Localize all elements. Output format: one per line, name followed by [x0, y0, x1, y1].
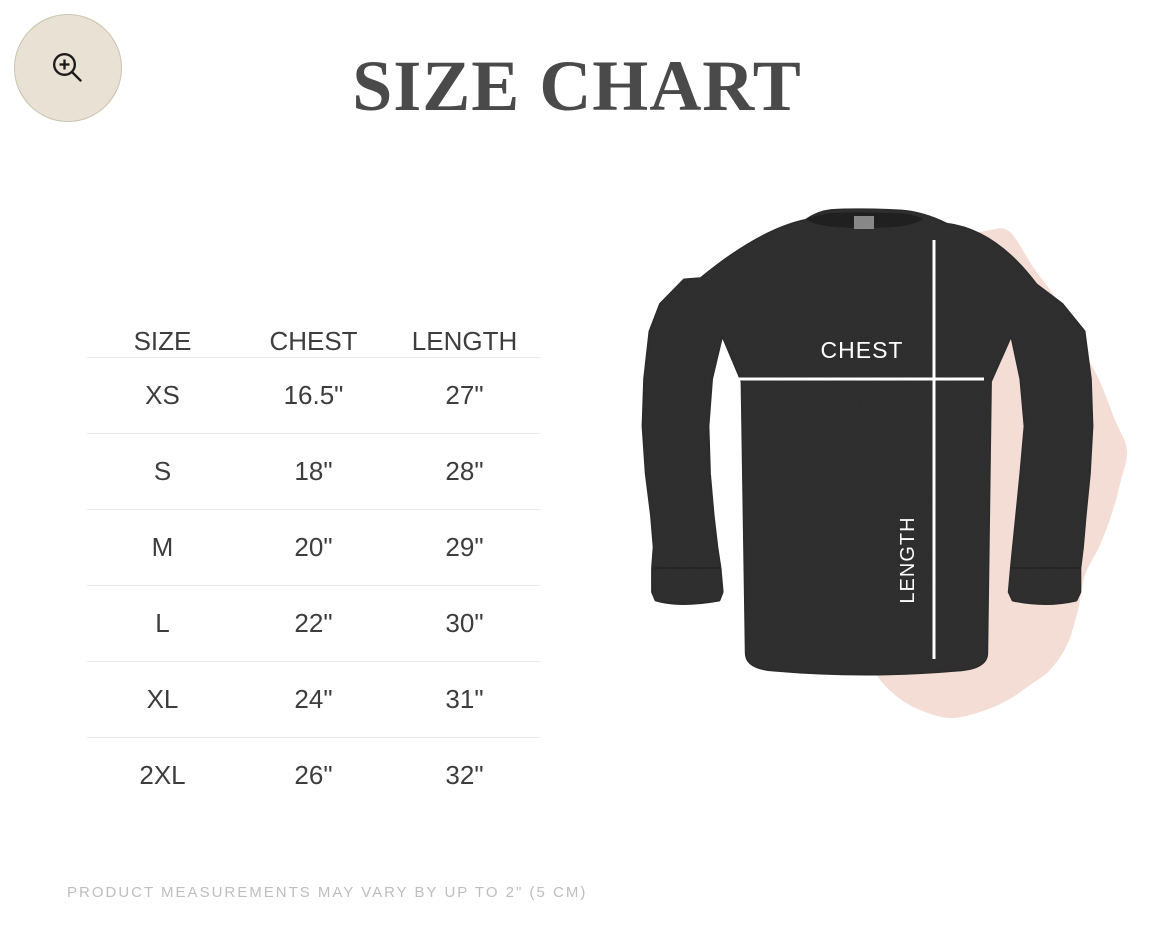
- svg-text:LENGTH: LENGTH: [897, 516, 919, 603]
- svg-text:CHEST: CHEST: [821, 337, 904, 363]
